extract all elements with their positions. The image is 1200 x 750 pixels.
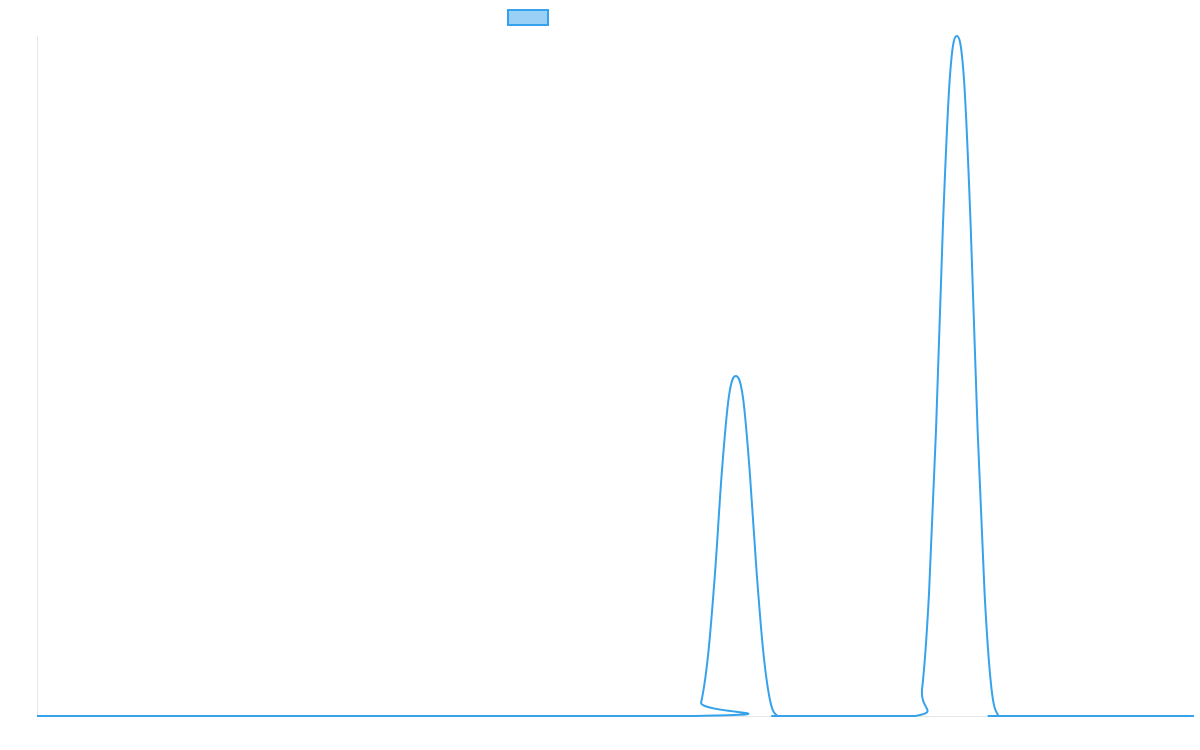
data-point[interactable] <box>739 392 747 400</box>
data-point[interactable] <box>932 426 940 434</box>
legend-swatch[interactable] <box>507 9 549 26</box>
data-point[interactable] <box>767 698 775 706</box>
data-point[interactable] <box>697 698 705 706</box>
data-point[interactable] <box>33 712 41 720</box>
series-group <box>33 32 1198 720</box>
data-point[interactable] <box>981 590 989 598</box>
data-point[interactable] <box>1190 712 1198 720</box>
data-point[interactable] <box>960 73 968 81</box>
data-point[interactable] <box>939 222 947 230</box>
data-point[interactable] <box>725 392 733 400</box>
data-point[interactable] <box>974 426 982 434</box>
data-point[interactable] <box>760 651 768 659</box>
data-point[interactable] <box>718 467 726 475</box>
data-point[interactable] <box>967 222 975 230</box>
data-point[interactable] <box>946 73 954 81</box>
data-point[interactable] <box>1001 712 1009 720</box>
chart-legend[interactable] <box>507 9 549 26</box>
data-point[interactable] <box>711 569 719 577</box>
data-point[interactable] <box>780 712 788 720</box>
data-point[interactable] <box>995 712 1003 720</box>
data-point[interactable] <box>988 685 996 693</box>
series-line-0[interactable] <box>37 35 1194 718</box>
data-point[interactable] <box>953 32 961 40</box>
data-point[interactable] <box>774 712 782 720</box>
data-point[interactable] <box>753 569 761 577</box>
data-point[interactable] <box>732 372 740 380</box>
data-point[interactable] <box>704 651 712 659</box>
data-point[interactable] <box>925 590 933 598</box>
data-point[interactable] <box>746 467 754 475</box>
data-point[interactable] <box>918 685 926 693</box>
data-point[interactable] <box>911 712 919 720</box>
data-point[interactable] <box>690 712 698 720</box>
